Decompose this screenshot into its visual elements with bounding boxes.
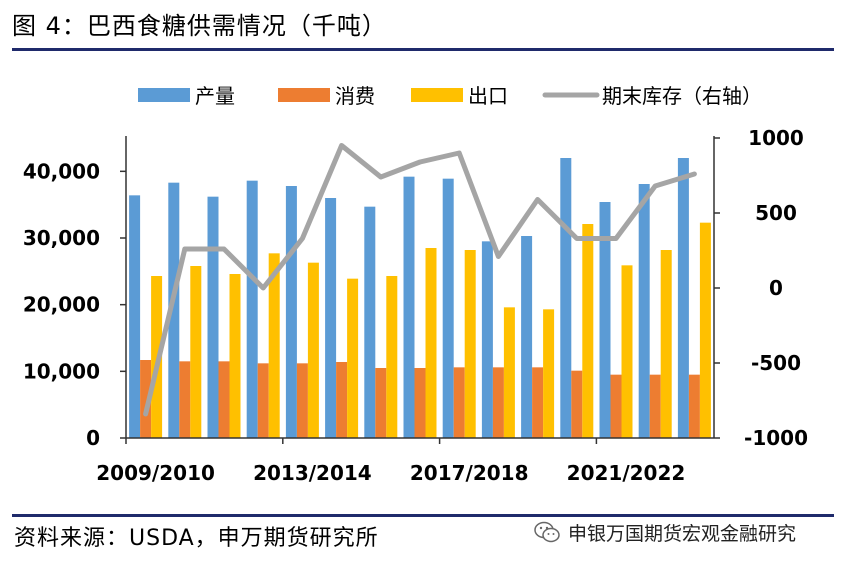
- bar: [621, 265, 633, 438]
- bar: [140, 360, 152, 438]
- bar: [307, 262, 319, 438]
- title-divider: [12, 48, 834, 51]
- bar: [403, 176, 415, 438]
- bar: [268, 253, 280, 438]
- left-tick-label: 10,000: [23, 359, 100, 383]
- legend-label: 期末库存（右轴）: [602, 84, 762, 108]
- bar: [375, 368, 387, 438]
- bar: [571, 370, 583, 438]
- bar: [336, 362, 348, 438]
- line-point: [301, 238, 303, 239]
- bar: [229, 274, 241, 438]
- left-tick-label: 40,000: [23, 159, 100, 183]
- line-point: [693, 173, 695, 175]
- legend-item-0: 产量: [138, 84, 235, 108]
- line-point: [184, 248, 186, 250]
- right-tick-label: 1000: [748, 126, 804, 150]
- x-tick-label: 2021/2022: [567, 461, 686, 485]
- bar: [129, 195, 141, 438]
- bar: [660, 250, 672, 438]
- bar: [503, 307, 515, 438]
- legend-item-3: 期末库存（右轴）: [542, 84, 762, 108]
- bar: [453, 367, 465, 438]
- bar: [347, 278, 359, 438]
- bar: [325, 198, 337, 438]
- right-tick-label: -500: [751, 351, 801, 375]
- plot-area: [129, 143, 711, 438]
- left-tick-label: 0: [86, 426, 100, 450]
- legend: 产量 消费 出口 期末库存（右轴）: [138, 84, 762, 108]
- x-tick-label: 2017/2018: [410, 461, 529, 485]
- right-tick-label: 500: [755, 201, 797, 225]
- bar: [257, 363, 269, 438]
- legend-item-2: 出口: [411, 84, 508, 108]
- bar: [296, 363, 308, 438]
- line-point: [576, 238, 578, 239]
- line-point: [615, 238, 617, 239]
- bar: [425, 248, 437, 438]
- bar: [168, 182, 180, 438]
- line-point: [497, 256, 499, 257]
- bar: [699, 222, 711, 438]
- line-point: [145, 413, 147, 415]
- line-point: [341, 145, 343, 146]
- bar: [386, 276, 398, 438]
- bar: [442, 178, 454, 438]
- bar: [543, 309, 555, 438]
- legend-label: 消费: [335, 84, 375, 108]
- legend-swatch: [138, 88, 190, 102]
- bar: [481, 241, 493, 438]
- bar: [464, 250, 476, 438]
- right-tick-label: -1000: [744, 426, 808, 450]
- bar-series-0: [129, 158, 689, 438]
- legend-swatch: [411, 88, 463, 102]
- bar: [532, 367, 544, 438]
- left-tick-label: 30,000: [23, 226, 100, 250]
- bar: [610, 374, 622, 438]
- source-note: 资料来源：USDA，申万期货研究所: [14, 526, 379, 551]
- bar: [599, 202, 611, 438]
- bar: [190, 266, 202, 438]
- bar: [364, 206, 376, 438]
- bar: [492, 367, 504, 438]
- watermark: 申银万国期货宏观金融研究: [534, 519, 796, 545]
- bar: [688, 374, 700, 438]
- legend-label: 出口: [468, 84, 508, 108]
- x-tick-label: 2013/2014: [253, 461, 372, 485]
- bar: [207, 196, 219, 438]
- bar-series-2: [151, 222, 711, 438]
- right-tick-label: 0: [769, 276, 783, 300]
- bar: [582, 224, 594, 438]
- watermark-text: 申银万国期货宏观金融研究: [568, 522, 797, 545]
- line-point: [458, 152, 460, 154]
- bar: [638, 184, 650, 438]
- bar: [218, 361, 230, 438]
- bar-series-1: [140, 360, 700, 438]
- bar: [560, 158, 572, 438]
- bar: [521, 236, 533, 438]
- bar: [649, 374, 661, 438]
- x-tick-label: 2009/2010: [96, 461, 215, 485]
- bar: [414, 368, 426, 438]
- bar: [677, 158, 689, 438]
- legend-label: 产量: [195, 84, 235, 108]
- line-point: [537, 199, 539, 200]
- line-point: [654, 185, 656, 187]
- line-point: [223, 248, 225, 250]
- chart-title: 图 4：巴西食糖供需情况（千吨）: [12, 12, 387, 40]
- axes: 0 10,000 20,000 30,000 40,000 -1000 -500 0 500 10…: [23, 126, 808, 485]
- bar: [179, 361, 191, 438]
- legend-swatch: [278, 88, 330, 102]
- line-point: [262, 287, 264, 289]
- line-point: [380, 176, 382, 178]
- bar: [285, 186, 297, 438]
- left-tick-label: 20,000: [23, 293, 100, 317]
- legend-item-1: 消费: [278, 84, 375, 108]
- wechat-icon: [534, 521, 560, 543]
- bar: [246, 180, 258, 438]
- footer-divider: [12, 514, 834, 517]
- line-point: [419, 161, 421, 163]
